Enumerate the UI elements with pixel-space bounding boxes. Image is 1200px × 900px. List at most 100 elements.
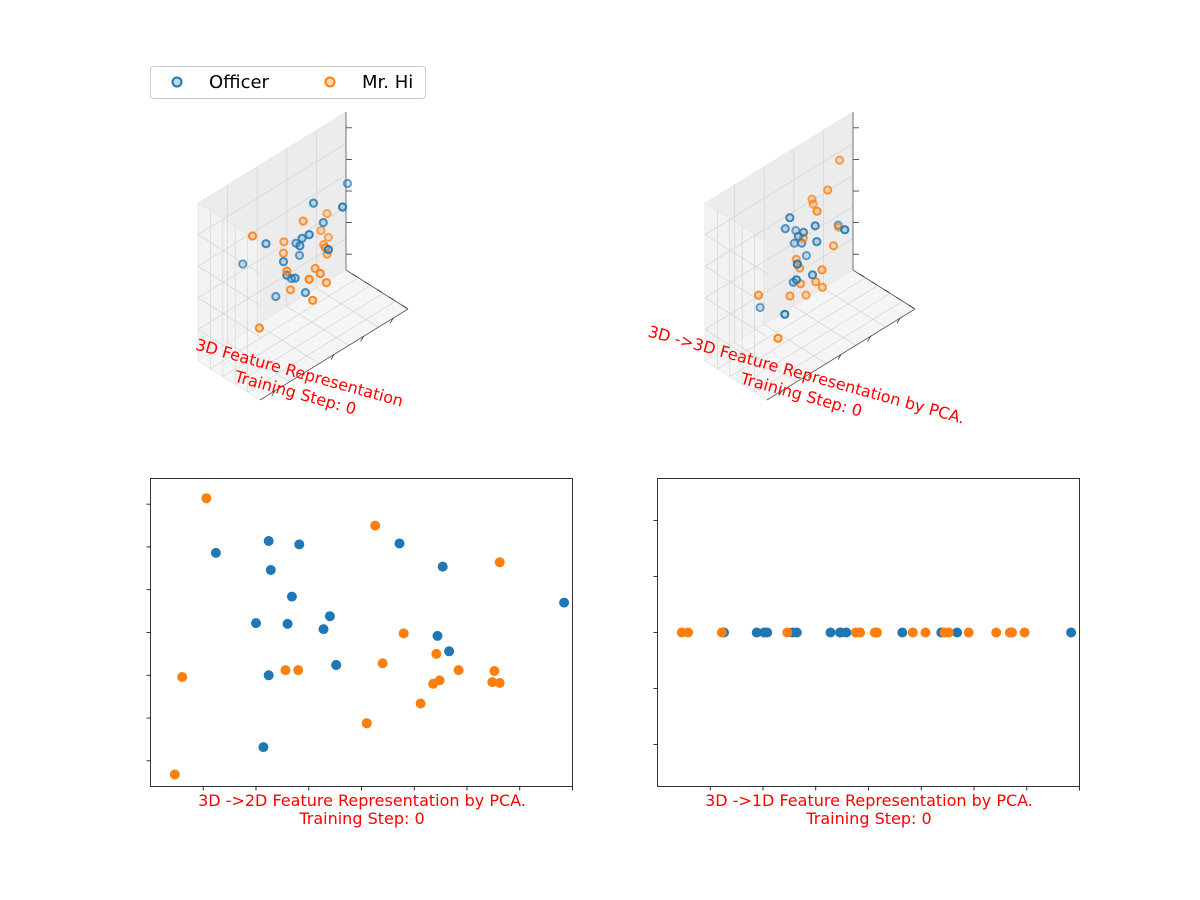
- points-3d: [753, 155, 850, 343]
- panel-3d-pca: 3D ->3D Feature Representation by PCA. T…: [646, 111, 967, 428]
- point-officer-12: [437, 561, 448, 572]
- point-mrhi-2: [282, 266, 292, 276]
- axis-tick: [867, 336, 871, 342]
- grid-line: [197, 265, 261, 306]
- point-officer-9: [324, 611, 335, 622]
- point-mrhi-17: [322, 208, 332, 219]
- point-officer-2: [308, 198, 319, 208]
- grid-line: [717, 277, 866, 370]
- panel-2d-pca: 3D ->2D Feature Representation by PCA. T…: [146, 478, 573, 828]
- point-mrhi-12: [963, 627, 974, 638]
- point-officer-1: [263, 536, 274, 546]
- ticks: [653, 520, 1080, 791]
- grid-line: [210, 277, 359, 370]
- point-mrhi-5: [817, 282, 828, 292]
- point-mrhi-12: [453, 665, 464, 676]
- point-officer-4: [251, 618, 261, 629]
- grid-line: [793, 306, 856, 346]
- point-mrhi-5: [855, 627, 866, 638]
- point-officer-4: [791, 275, 802, 285]
- grid-line: [197, 297, 261, 338]
- point-mrhi-9: [812, 206, 822, 216]
- point-mrhi-5: [398, 628, 409, 639]
- caption-line1: 3D ->2D Feature Representation by PCA.: [198, 791, 526, 810]
- axis-tick: [351, 273, 358, 278]
- point-mrhi-2: [716, 627, 727, 638]
- grid-line: [222, 285, 371, 377]
- point-mrhi-15: [494, 678, 505, 688]
- caption-line2: Training Step: 0: [298, 809, 424, 828]
- point-officer-3: [762, 627, 773, 638]
- point-officer-7: [290, 273, 300, 283]
- point-mrhi-3: [308, 295, 318, 305]
- axis-tick: [871, 281, 877, 286]
- point-officer-8: [840, 225, 850, 235]
- axis-tick: [271, 390, 276, 397]
- grid-line: [316, 287, 379, 328]
- point-mrhi-13: [991, 627, 1002, 638]
- point-mrhi-15: [1007, 627, 1017, 638]
- point-officer-5: [282, 618, 293, 629]
- point-officer-10: [342, 178, 353, 189]
- grid-line: [729, 285, 878, 377]
- axis-tick: [858, 273, 865, 278]
- grid-line: [823, 287, 886, 328]
- point-officer-7: [318, 624, 329, 635]
- grid-line: [764, 324, 827, 364]
- point-officer-15: [559, 597, 570, 608]
- axis-tick: [376, 289, 383, 293]
- point-mrhi-7: [817, 265, 827, 275]
- point-officer-1: [810, 221, 820, 231]
- axis-tick: [808, 372, 812, 378]
- axis-tick: [364, 281, 370, 286]
- point-mrhi-3: [280, 665, 291, 676]
- point-officer-3: [294, 539, 305, 550]
- point-officer-13: [789, 238, 799, 248]
- axis-tick: [778, 390, 783, 397]
- ticks: [146, 503, 573, 791]
- point-officer-5: [807, 270, 818, 280]
- grid-line: [754, 300, 903, 393]
- point-mrhi-1: [773, 333, 783, 343]
- point-officer-0: [210, 547, 221, 558]
- point-officer-17: [261, 239, 271, 249]
- legend-marker-officer: [171, 76, 183, 88]
- point-officer-5: [271, 291, 281, 302]
- point-officer-9: [323, 245, 333, 255]
- point-officer-13: [432, 630, 443, 641]
- plot-frame: [150, 478, 573, 787]
- point-officer-10: [331, 660, 342, 670]
- point-mrhi-10: [285, 285, 296, 295]
- point-mrhi-9: [920, 627, 931, 638]
- point-officer-17: [798, 227, 809, 237]
- point-mrhi-13: [278, 248, 288, 258]
- points-3d: [238, 178, 353, 333]
- point-mrhi-11: [943, 627, 954, 638]
- point-officer-6: [286, 591, 297, 602]
- legend-label-mrhi: Mr. Hi: [362, 72, 413, 93]
- point-officer-14: [801, 251, 812, 261]
- grid-line: [704, 297, 768, 338]
- point-officer-15: [785, 213, 795, 223]
- point-mrhi-11: [431, 648, 442, 659]
- point-mrhi-14: [321, 278, 331, 288]
- point-officer-11: [394, 538, 405, 549]
- point-mrhi-17: [361, 718, 372, 729]
- point-mrhi-14: [489, 666, 500, 676]
- axis-tick: [389, 296, 395, 301]
- point-mrhi-6: [310, 263, 320, 273]
- grid-line: [257, 324, 320, 364]
- grid-line: [247, 300, 396, 393]
- caption-line1: 3D ->1D Feature Representation by PCA.: [705, 791, 1033, 810]
- grid-line: [742, 293, 891, 385]
- point-mrhi-9: [415, 698, 426, 709]
- point-mrhi-8: [907, 627, 918, 638]
- legend-label-officer: Officer: [209, 72, 270, 93]
- axis-tick: [301, 372, 305, 378]
- point-officer-16: [263, 670, 274, 681]
- point-mrhi-16: [835, 155, 845, 165]
- point-mrhi-0: [169, 769, 180, 780]
- point-mrhi-18: [293, 665, 304, 676]
- axis-tick: [837, 354, 842, 360]
